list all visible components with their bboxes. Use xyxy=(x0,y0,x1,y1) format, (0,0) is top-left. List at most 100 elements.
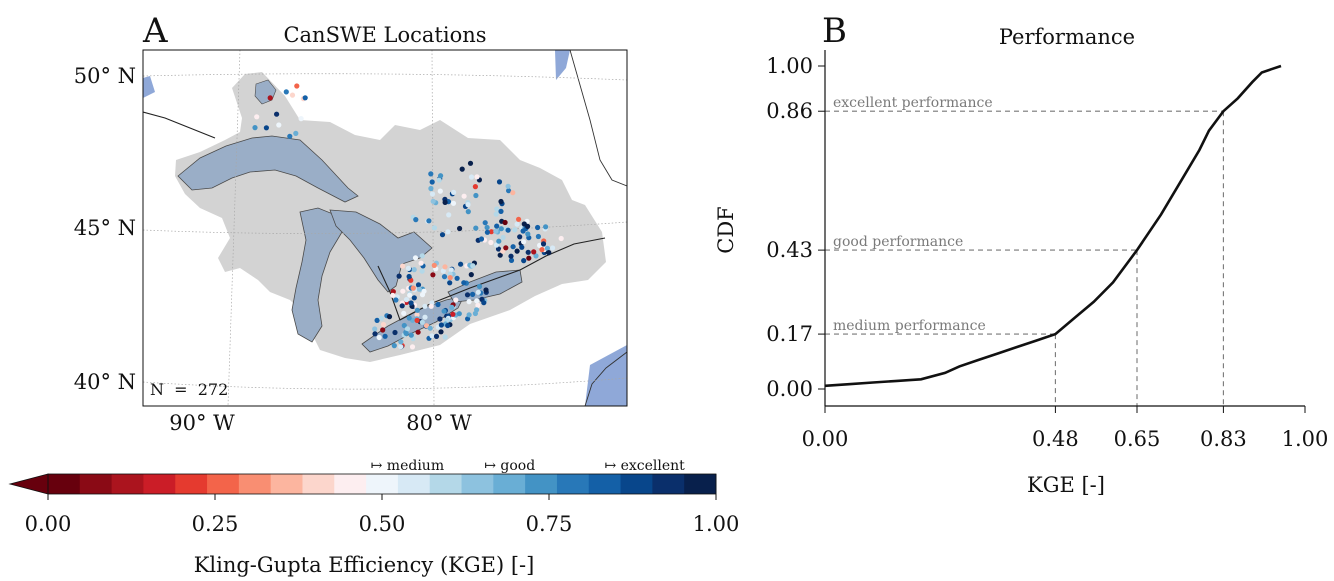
station-marker xyxy=(438,173,444,179)
station-marker xyxy=(466,299,472,305)
station-marker xyxy=(378,315,385,321)
station-marker xyxy=(503,245,509,251)
threshold-label: medium performance xyxy=(833,318,986,334)
station-marker xyxy=(473,225,479,231)
station-marker xyxy=(500,234,506,241)
station-marker xyxy=(252,125,258,131)
colorbar-cell xyxy=(429,474,463,494)
station-marker xyxy=(506,188,512,194)
station-marker xyxy=(558,235,564,242)
station-marker xyxy=(411,267,417,273)
ocean-patch-north xyxy=(555,50,570,80)
station-marker xyxy=(406,315,412,321)
station-marker xyxy=(298,116,304,122)
station-marker xyxy=(465,209,471,215)
station-marker xyxy=(496,179,503,185)
station-marker xyxy=(445,229,451,235)
station-marker xyxy=(465,316,471,322)
cdf-line xyxy=(824,64,1282,388)
station-marker xyxy=(505,183,511,189)
station-marker xyxy=(544,245,551,251)
colorbar-cell xyxy=(620,474,653,494)
colorbar-cell xyxy=(397,474,431,494)
station-marker xyxy=(408,332,414,338)
station-marker xyxy=(437,316,443,322)
lat-label-45: 45° N xyxy=(74,216,136,240)
colorbar-cell xyxy=(143,474,176,494)
station-marker xyxy=(519,244,525,250)
panel-a-letter: A xyxy=(142,11,168,51)
station-marker xyxy=(428,171,434,177)
station-count: N = 272 xyxy=(150,380,228,399)
station-marker xyxy=(254,114,260,120)
station-marker xyxy=(467,160,474,166)
panel-b-xlabel: KGE [-] xyxy=(1027,473,1105,497)
threshold-label: good performance xyxy=(833,234,963,250)
colorbar-label: Kling-Gupta Efficiency (KGE) [-] xyxy=(194,553,535,577)
colorbar-cell xyxy=(111,474,144,494)
station-marker xyxy=(374,317,380,323)
coast-outline xyxy=(569,50,627,406)
station-marker xyxy=(398,344,404,350)
station-marker xyxy=(430,272,436,278)
panel-b-title: Performance xyxy=(999,25,1135,49)
station-marker xyxy=(483,287,489,293)
x-tick-label: 0.48 xyxy=(1032,427,1079,451)
station-marker xyxy=(520,228,526,234)
station-marker xyxy=(386,314,393,320)
colorbar-ticks: 0.00 0.25 0.50 0.75 1.00 xyxy=(25,494,739,536)
x-tick-label: 0.65 xyxy=(1114,427,1161,451)
station-marker xyxy=(287,133,293,139)
station-marker xyxy=(429,333,435,339)
station-marker xyxy=(517,234,523,240)
station-marker xyxy=(441,308,447,314)
station-marker xyxy=(436,177,442,183)
station-marker xyxy=(447,280,453,286)
station-marker xyxy=(448,267,454,273)
station-marker xyxy=(435,301,441,308)
colorbar-cell xyxy=(366,474,399,494)
lat-label-50: 50° N xyxy=(74,64,136,88)
panel-b: B Performance CDF KGE [-] medium perform… xyxy=(714,11,1328,497)
colorbar: 0.00 0.25 0.50 0.75 1.00 ↦ medium ↦ good ↦ exc… xyxy=(8,458,739,577)
station-marker xyxy=(498,208,504,214)
station-marker xyxy=(438,329,444,335)
y-tick-label: 0.00 xyxy=(766,377,813,401)
station-marker xyxy=(450,200,457,206)
station-marker xyxy=(472,184,478,190)
station-marker xyxy=(493,211,499,217)
station-marker xyxy=(470,291,476,297)
station-marker xyxy=(426,218,432,224)
panel-a-title: CanSWE Locations xyxy=(283,23,486,47)
panel-a: A CanSWE Locations xyxy=(74,11,628,435)
colorbar-cell xyxy=(588,474,622,494)
colorbar-cell xyxy=(461,474,494,494)
station-marker xyxy=(405,265,412,271)
station-marker xyxy=(293,130,299,136)
station-marker xyxy=(400,288,406,294)
station-marker xyxy=(401,322,407,329)
station-marker xyxy=(505,227,511,233)
station-marker xyxy=(431,225,438,231)
station-marker xyxy=(419,268,425,274)
station-marker xyxy=(404,326,411,332)
station-marker xyxy=(429,191,436,197)
station-marker xyxy=(447,275,453,281)
station-markers xyxy=(252,83,564,350)
colorbar-extend-arrow xyxy=(8,473,49,495)
map-area xyxy=(143,50,627,406)
colorbar-cell xyxy=(207,474,240,494)
colorbar-cells xyxy=(48,474,717,494)
station-marker xyxy=(466,312,472,318)
station-marker xyxy=(410,285,416,291)
x-tick-label: 0.83 xyxy=(1200,427,1247,451)
station-marker xyxy=(474,174,480,180)
station-marker xyxy=(459,166,465,172)
station-marker xyxy=(488,239,494,246)
station-marker xyxy=(289,92,296,98)
station-marker xyxy=(414,312,420,318)
station-marker xyxy=(543,224,549,230)
colorbar-cell xyxy=(493,474,526,494)
station-marker xyxy=(440,268,446,274)
